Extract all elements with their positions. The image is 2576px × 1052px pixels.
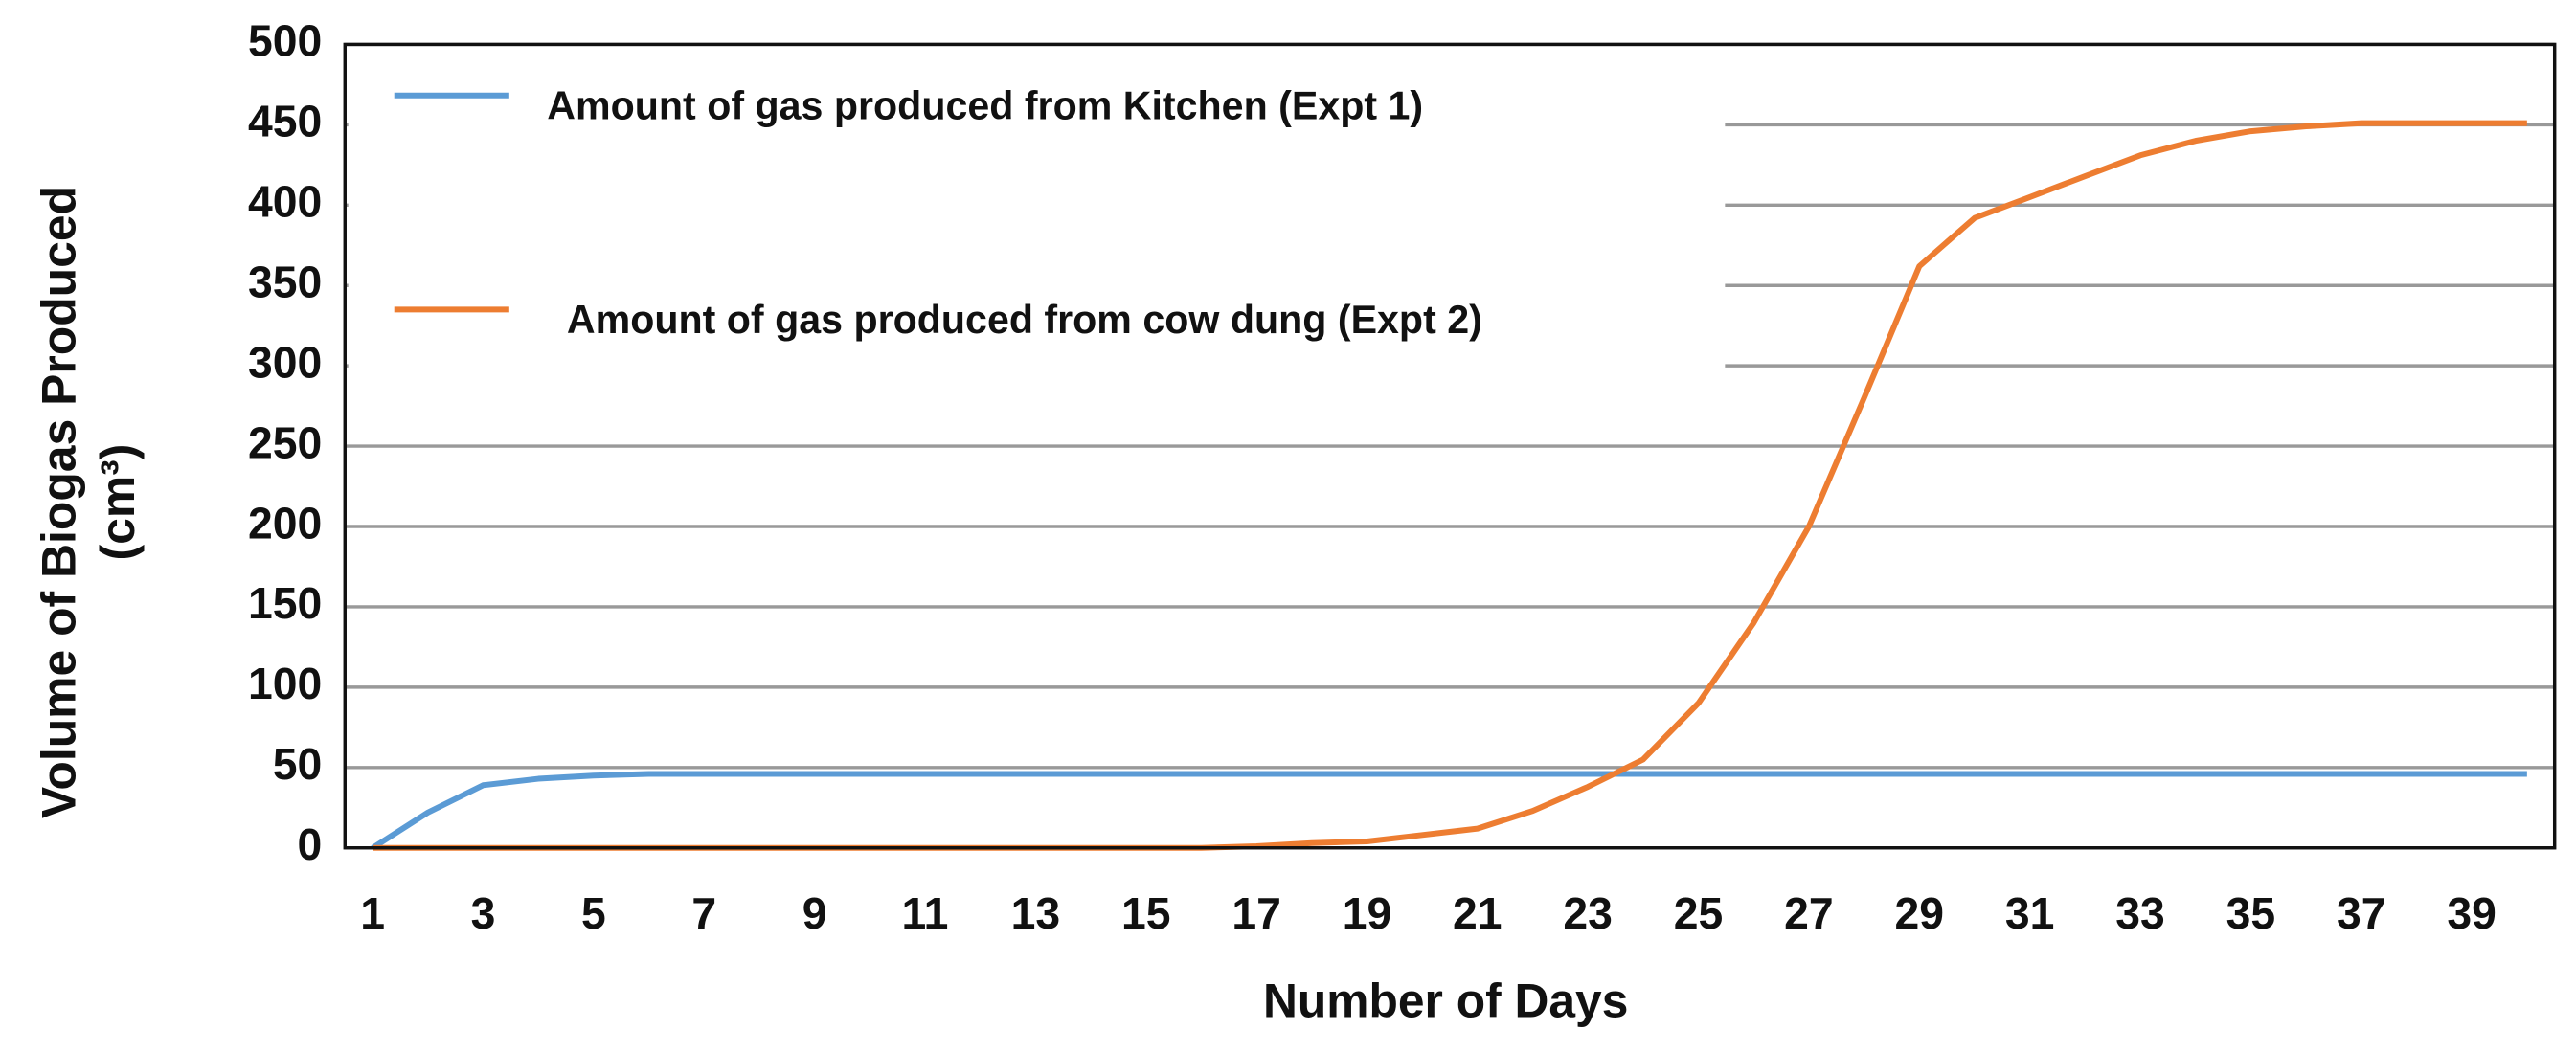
x-tick-label: 27 — [1784, 888, 1834, 938]
legend-label: Amount of gas produced from Kitchen (Exp… — [547, 83, 1423, 127]
y-tick-label: 100 — [248, 659, 322, 708]
y-tick-label: 450 — [248, 97, 322, 146]
x-tick-label: 15 — [1121, 888, 1171, 938]
y-tick-label: 150 — [248, 578, 322, 628]
x-tick-label: 39 — [2447, 888, 2497, 938]
x-tick-label: 33 — [2115, 888, 2165, 938]
x-tick-label: 29 — [1895, 888, 1945, 938]
x-tick-label: 19 — [1343, 888, 1392, 938]
x-tick-label: 13 — [1011, 888, 1061, 938]
y-tick-label: 400 — [248, 177, 322, 227]
x-tick-label: 5 — [581, 888, 606, 938]
x-tick-label: 25 — [1674, 888, 1724, 938]
x-tick-label: 7 — [691, 888, 716, 938]
y-tick-label: 500 — [248, 16, 322, 66]
x-tick-label: 35 — [2226, 888, 2276, 938]
y-tick-label: 0 — [297, 819, 322, 869]
y-axis-title-line: Volume of Biogas Produced — [32, 186, 85, 818]
y-axis-title: Volume of Biogas Produced (cm³) — [32, 186, 145, 818]
series-line — [371, 771, 2527, 851]
x-tick-label: 23 — [1563, 888, 1613, 938]
y-tick-label: 200 — [248, 498, 322, 548]
x-tick-label: 9 — [802, 888, 827, 938]
x-tick-label: 31 — [2005, 888, 2055, 938]
y-tick-label: 350 — [248, 257, 322, 306]
x-tick-label: 17 — [1232, 888, 1281, 938]
x-tick-label: 3 — [471, 888, 496, 938]
y-tick-label: 300 — [248, 337, 322, 387]
y-axis-title-line: (cm³) — [91, 444, 145, 561]
y-tick-label: 50 — [273, 739, 323, 789]
legend-label: Amount of gas produced from cow dung (Ex… — [567, 298, 1482, 342]
plot-frame — [343, 42, 2557, 850]
x-tick-label: 37 — [2337, 888, 2386, 938]
x-axis-title: Number of Days — [1263, 974, 1628, 1027]
y-tick-label: 250 — [248, 417, 322, 467]
x-tick-label: 11 — [901, 888, 948, 938]
x-tick-label: 1 — [360, 888, 385, 938]
x-tick-label: 21 — [1453, 888, 1503, 938]
legend-box — [348, 47, 1726, 377]
